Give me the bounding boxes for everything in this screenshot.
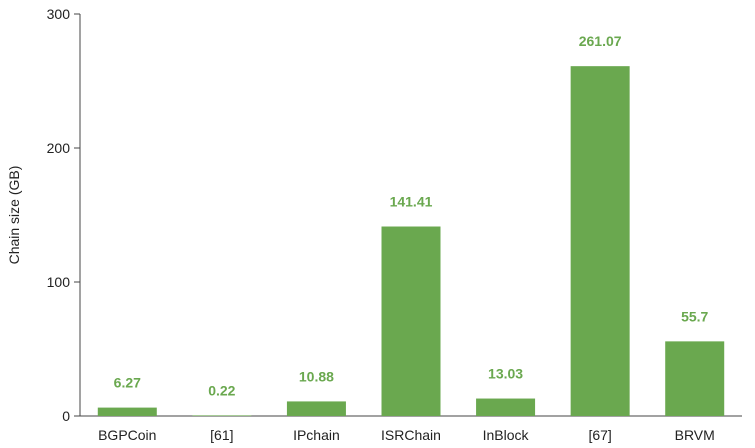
y-tick-label: 100 — [47, 274, 71, 290]
y-axis: 0 100 200 300 — [47, 6, 81, 424]
x-axis: BGPCoin [61] IPchain ISRChain InBlock [67] BRV… — [80, 415, 742, 443]
data-label: 141.41 — [390, 194, 433, 210]
y-tick-label: 200 — [47, 140, 71, 156]
x-tick-label: [61] — [210, 427, 233, 443]
y-tick-label: 300 — [47, 6, 71, 22]
y-tick-label: 0 — [62, 408, 70, 424]
bars-group — [97, 66, 725, 416]
data-labels-group: 6.27 0.22 10.88 141.41 13.03 261.07 55.7 — [114, 33, 709, 399]
x-tick-label: ISRChain — [381, 427, 441, 443]
x-tick-label: IPchain — [293, 427, 340, 443]
y-axis-title: Chain size (GB) — [6, 166, 22, 265]
bar — [476, 398, 536, 416]
data-label: 0.22 — [208, 383, 235, 399]
data-label: 10.88 — [299, 368, 334, 384]
data-label: 6.27 — [114, 375, 141, 391]
x-tick-label: [67] — [588, 427, 611, 443]
bar — [570, 66, 630, 416]
data-label: 13.03 — [488, 366, 523, 382]
bar — [381, 226, 441, 416]
bar — [286, 401, 346, 416]
bar — [97, 407, 157, 416]
data-label: 261.07 — [579, 33, 622, 49]
data-label: 55.7 — [681, 308, 708, 324]
x-tick-label: BRVM — [675, 427, 715, 443]
x-tick-label: InBlock — [483, 427, 530, 443]
bar — [192, 415, 252, 416]
bar — [665, 341, 725, 416]
x-tick-label: BGPCoin — [98, 427, 156, 443]
